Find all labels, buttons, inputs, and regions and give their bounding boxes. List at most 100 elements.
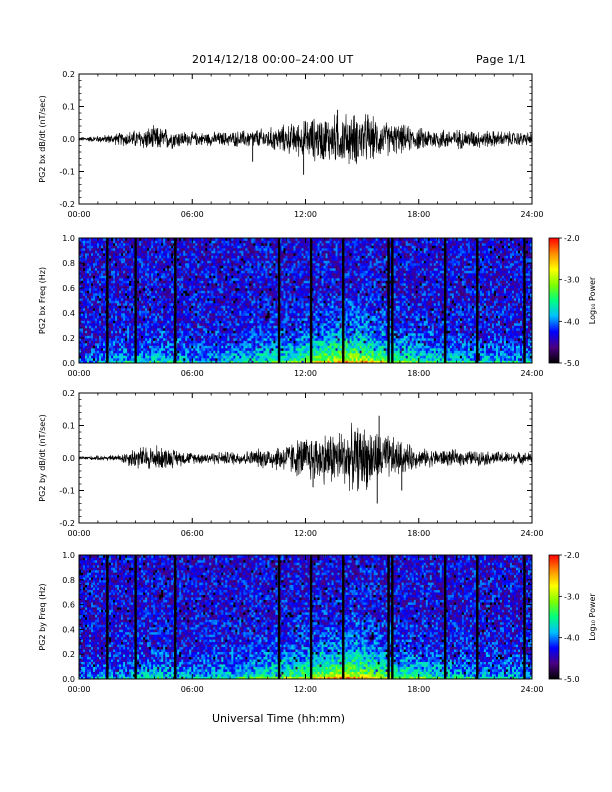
spectrogram-cell [221, 273, 223, 276]
spectrogram-cell [131, 298, 133, 301]
spectrogram-cell [111, 248, 113, 251]
spectrogram-cell [123, 298, 125, 301]
spectrogram-cell [219, 251, 221, 254]
spectrogram-cell [247, 311, 249, 314]
spectrogram-cell [137, 348, 139, 351]
spectrogram-cell [245, 283, 247, 286]
spectrogram-cell [109, 276, 111, 279]
spectrogram-cell [249, 278, 251, 281]
spectrogram-cell [259, 283, 261, 286]
spectrogram-cell [109, 331, 111, 334]
spectrogram-cell [257, 266, 259, 269]
spectrogram-cell [91, 293, 93, 296]
spectrogram-cell [223, 276, 225, 279]
spectrogram-cell [183, 278, 185, 281]
spectrogram-cell [245, 303, 247, 306]
spectrogram-cell [157, 251, 159, 254]
spectrogram-cell [199, 351, 201, 354]
spectrogram-cell [185, 273, 187, 276]
spectrogram-cell [165, 266, 167, 269]
spectrogram-cell [213, 318, 215, 321]
spectrogram-cell [215, 243, 217, 246]
spectrogram-cell [249, 346, 251, 349]
spectrogram-cell [251, 276, 253, 279]
spectrogram-cell [207, 266, 209, 269]
spectrogram-cell [221, 268, 223, 271]
spectrogram-cell [161, 336, 163, 339]
spectrogram-cell [163, 338, 165, 341]
spectrogram-cell [219, 273, 221, 276]
spectrogram-cell [251, 283, 253, 286]
spectrogram-cell [119, 331, 121, 334]
spectrogram-cell [233, 356, 235, 359]
spectrogram-cell [153, 351, 155, 354]
spectrogram-cell [225, 276, 227, 279]
spectrogram-cell [197, 283, 199, 286]
spectrogram-cell [187, 298, 189, 301]
spectrogram-cell [261, 358, 263, 361]
spectrogram-cell [205, 351, 207, 354]
spectrogram-cell [219, 341, 221, 344]
spectrogram-cell [109, 311, 111, 314]
spectrogram-cell [101, 273, 103, 276]
spectrogram-cell [217, 271, 219, 274]
spectrogram-cell [83, 258, 85, 261]
spectrogram-cell [179, 291, 181, 294]
spectrogram-cell [101, 316, 103, 319]
spectrogram-cell [103, 321, 105, 324]
spectrogram-cell [201, 311, 203, 314]
spectrogram-cell [93, 348, 95, 351]
spectrogram-cell [231, 333, 233, 336]
spectrogram-cell [183, 356, 185, 359]
spectrogram-cell [155, 303, 157, 306]
spectrogram-cell [227, 248, 229, 251]
spectrogram-cell [207, 256, 209, 259]
spectrogram-cell [193, 296, 195, 299]
spectrogram-cell [145, 278, 147, 281]
spectrogram-cell [241, 248, 243, 251]
spectrogram-cell [209, 291, 211, 294]
spectrogram-cell [87, 326, 89, 329]
spectrogram-cell [97, 266, 99, 269]
spectrogram-cell [99, 271, 101, 274]
spectrogram-cell [253, 288, 255, 291]
spectrogram-cell [189, 251, 191, 254]
spectrogram-cell [177, 346, 179, 349]
spectrogram-cell [97, 273, 99, 276]
spectrogram-cell [255, 316, 257, 319]
spectrogram-cell [253, 341, 255, 344]
spectrogram-cell [265, 273, 267, 276]
spectrogram-cell [187, 273, 189, 276]
spectrogram-cell [263, 336, 265, 339]
spectrogram-cell [209, 333, 211, 336]
spectrogram-cell [119, 341, 121, 344]
spectrogram-cell [247, 333, 249, 336]
spectrogram-cell [121, 328, 123, 331]
spectrogram-cell [237, 316, 239, 319]
spectrogram-cell [177, 246, 179, 249]
spectrogram-cell [257, 253, 259, 256]
spectrogram-cell [257, 288, 259, 291]
spectrogram-cell [179, 253, 181, 256]
spectrogram-cell [191, 273, 193, 276]
spectrogram-cell [145, 246, 147, 249]
spectrogram-cell [227, 241, 229, 244]
spectrogram-cell [99, 266, 101, 269]
spectrogram-cell [121, 306, 123, 309]
spectrogram-cell [147, 311, 149, 314]
spectrogram-cell [219, 303, 221, 306]
spectrogram-cell [207, 328, 209, 331]
spectrogram-cell [85, 266, 87, 269]
spectrogram-cell [231, 241, 233, 244]
spectrogram-cell [157, 273, 159, 276]
spectrogram-cell [103, 261, 105, 264]
spectrogram-cell [185, 331, 187, 334]
spectrogram-cell [213, 288, 215, 291]
spectrogram-cell [267, 348, 269, 351]
spectrogram-cell [115, 283, 117, 286]
spectrogram-cell [235, 293, 237, 296]
spectrogram-cell [147, 308, 149, 311]
spectrogram-cell [125, 281, 127, 284]
spectrogram-cell [221, 353, 223, 356]
spectrogram-cell [203, 316, 205, 319]
